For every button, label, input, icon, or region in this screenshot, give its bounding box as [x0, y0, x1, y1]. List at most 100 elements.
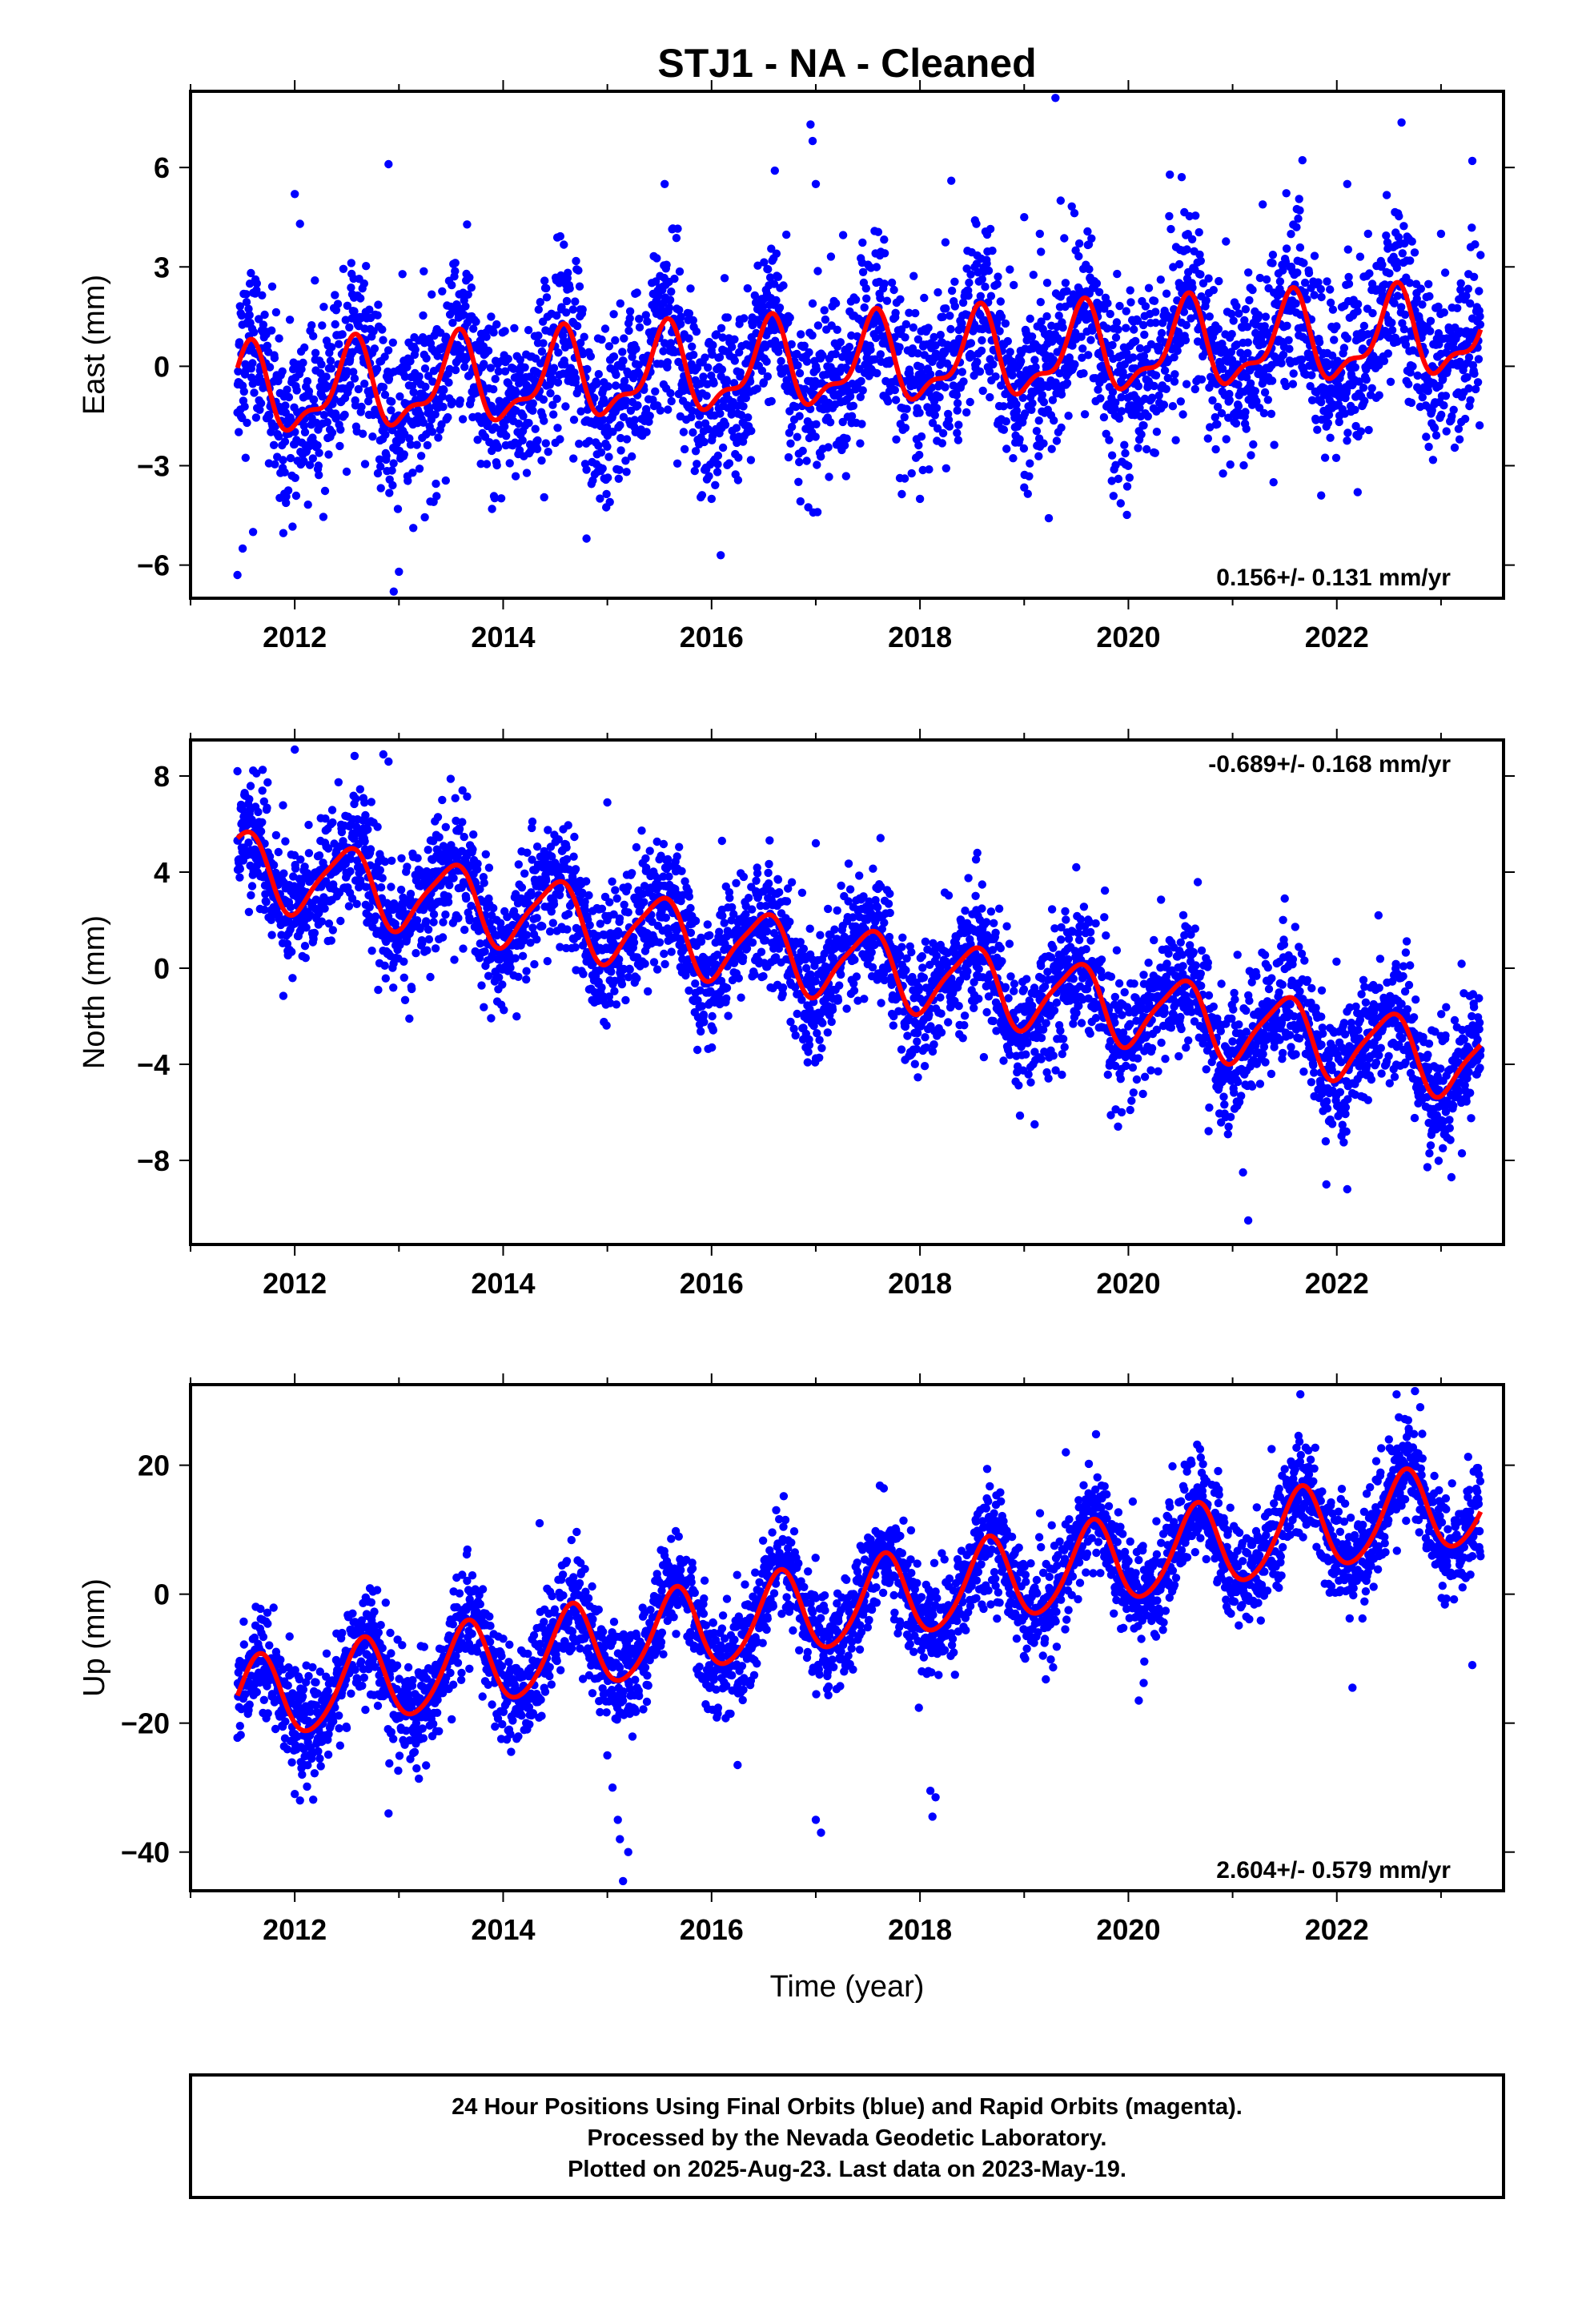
data-point: [1199, 279, 1208, 287]
data-point: [458, 818, 467, 826]
data-point: [520, 363, 529, 372]
data-point: [283, 486, 293, 495]
data-point: [931, 349, 941, 358]
data-point: [928, 419, 938, 428]
data-point: [1217, 408, 1227, 418]
data-point: [1163, 373, 1173, 383]
data-point: [1202, 296, 1211, 305]
data-point: [459, 944, 468, 953]
data-point: [793, 432, 801, 441]
data-point: [1058, 323, 1067, 332]
data-point: [281, 837, 290, 846]
data-point: [370, 344, 379, 353]
data-point: [476, 460, 485, 468]
data-point: [1037, 317, 1046, 326]
data-point: [905, 308, 913, 317]
data-point: [628, 452, 636, 461]
data-point: [568, 305, 577, 314]
data-point: [1050, 416, 1058, 425]
data-point: [428, 290, 436, 299]
data-point: [487, 1014, 496, 1023]
data-point: [984, 266, 994, 275]
data-point: [1440, 268, 1450, 277]
data-point: [1013, 412, 1022, 422]
data-point: [930, 332, 938, 342]
data-point: [528, 923, 537, 932]
data-point: [1117, 392, 1126, 402]
data-point: [728, 343, 737, 352]
data-point: [1108, 388, 1118, 396]
data-point: [1241, 305, 1251, 314]
data-point: [420, 513, 429, 522]
data-point: [419, 418, 428, 427]
data-point: [346, 854, 355, 863]
data-point: [1124, 461, 1133, 470]
data-point: [603, 442, 612, 451]
data-point: [1359, 384, 1368, 392]
data-point: [994, 272, 1002, 281]
data-point: [279, 869, 288, 878]
data-point: [265, 852, 275, 861]
data-point: [367, 798, 375, 806]
data-point: [694, 420, 703, 429]
data-point: [527, 891, 536, 900]
data-point: [387, 397, 396, 406]
data-point: [1182, 320, 1191, 330]
data-point: [361, 810, 370, 820]
data-point: [517, 883, 527, 892]
data-point: [300, 428, 310, 436]
data-point: [526, 939, 535, 947]
data-point: [596, 448, 606, 457]
data-point: [702, 392, 711, 400]
data-point: [687, 412, 696, 422]
data-point: [758, 302, 768, 312]
data-point: [798, 446, 807, 456]
data-point: [1170, 377, 1179, 386]
data-point: [1122, 510, 1131, 520]
data-point: [594, 441, 603, 450]
data-point: [462, 354, 472, 363]
data-point: [699, 372, 708, 381]
data-point: [259, 797, 268, 806]
data-point: [1413, 371, 1422, 380]
data-point: [463, 220, 472, 229]
data-point: [737, 411, 746, 420]
data-point: [571, 297, 580, 306]
data-point: [509, 364, 518, 373]
data-point: [522, 468, 532, 477]
data-point: [1166, 224, 1175, 234]
data-point: [781, 364, 790, 373]
data-point: [489, 384, 498, 394]
data-point: [705, 472, 713, 480]
data-point: [945, 422, 954, 431]
data-point: [247, 268, 255, 278]
data-point: [1044, 513, 1054, 523]
data-point: [1036, 298, 1046, 307]
data-point: [1344, 279, 1354, 288]
data-point: [1112, 318, 1122, 327]
data-point: [802, 357, 812, 366]
data-point: [632, 288, 641, 297]
data-point: [262, 898, 271, 907]
data-point: [813, 460, 821, 469]
data-point: [1144, 283, 1154, 292]
data-point: [327, 806, 337, 814]
data-point: [1122, 348, 1131, 358]
data-point: [685, 309, 694, 318]
data-point: [909, 271, 918, 280]
outlier-point: [295, 219, 304, 228]
data-point: [260, 905, 269, 915]
data-point: [1017, 356, 1026, 366]
outlier-point: [1051, 94, 1060, 103]
data-point: [476, 885, 484, 894]
data-point: [540, 276, 549, 285]
data-point: [545, 927, 555, 936]
data-point: [985, 367, 994, 376]
data-point: [880, 235, 889, 244]
data-point: [1343, 334, 1352, 343]
data-point: [1055, 369, 1064, 378]
data-point: [1268, 251, 1278, 259]
data-point: [352, 899, 361, 909]
data-point: [269, 440, 279, 449]
data-point: [704, 363, 713, 372]
